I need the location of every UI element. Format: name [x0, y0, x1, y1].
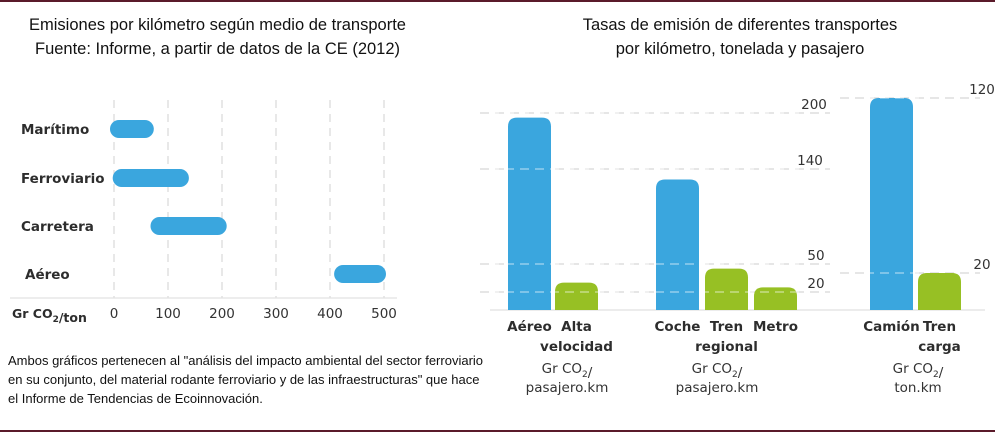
x-tick-label: 500: [371, 306, 397, 322]
bar-label: Camión: [863, 319, 920, 335]
category-label: Aéreo: [25, 267, 70, 283]
left-chart-title: Emisiones por kilómetro según medio de t…: [10, 13, 425, 61]
x-tick-label: 100: [155, 306, 181, 322]
top-border: [0, 0, 995, 2]
right-chart-title-line1: Tasas de emisión de diferentes transport…: [582, 16, 898, 34]
bar: [918, 273, 961, 310]
bar: [555, 282, 598, 310]
bar: [705, 268, 748, 310]
right-chart-title: Tasas de emisión de diferentes transport…: [540, 13, 940, 61]
bar-label-line2: regional: [695, 339, 758, 355]
bottom-border: [0, 430, 995, 432]
x-tick-label: 0: [110, 306, 119, 322]
bar-label: Alta: [561, 319, 592, 335]
bar: [870, 98, 913, 310]
right-chart-subtitle: por kilómetro, tonelada y pasajero: [615, 40, 865, 58]
bar-label: Tren: [923, 319, 956, 335]
range-bar: [150, 217, 227, 235]
footnote: Ambos gráficos pertenecen al "análisis d…: [8, 353, 484, 406]
reference-label: 20: [973, 257, 990, 273]
x-tick-label: 400: [317, 306, 343, 322]
bar-label-line2: velocidad: [540, 339, 613, 355]
x-axis-label: Gr CO2/ton: [12, 306, 87, 325]
reference-label: 20: [807, 276, 824, 292]
reference-overlays: [490, 97, 920, 293]
group-unit-label: Gr CO2/: [542, 361, 593, 381]
left-chart-title-line1: Emisiones por kilómetro según medio de t…: [29, 16, 406, 34]
left-chart: 0 100 200 300 400 500 Gr CO2/ton Marítimo Ferrov…: [10, 100, 397, 325]
reference-label: 50: [807, 248, 824, 264]
bar-label: Aéreo: [507, 319, 552, 335]
group-unit-label-line2: ton.km: [894, 380, 941, 396]
bar-label: Tren: [710, 319, 743, 335]
group-unit-label-line2: pasajero.km: [526, 380, 609, 396]
bar: [754, 287, 797, 310]
range-bar: [334, 265, 386, 283]
group-unit-label: Gr CO2/: [692, 361, 743, 381]
bar-label: Metro: [753, 319, 798, 335]
range-bar: [112, 169, 189, 187]
x-tick-label: 200: [209, 306, 235, 322]
bar-label: Coche: [655, 319, 701, 335]
group-unit-label-line2: pasajero.km: [676, 380, 759, 396]
bar: [508, 117, 551, 311]
reference-label: 120: [969, 82, 995, 98]
left-chart-subtitle: Fuente: Informe, a partir de datos de la…: [34, 40, 401, 58]
reference-label: 140: [797, 153, 823, 169]
reference-label: 200: [801, 97, 827, 113]
group-unit-label: Gr CO2/: [893, 361, 944, 381]
x-tick-label: 300: [263, 306, 289, 322]
bar-label-line2: carga: [918, 339, 961, 355]
bar: [656, 179, 699, 310]
range-bar: [110, 120, 154, 138]
right-chart: Aéreo Alta velocidad Gr CO2/pasajero.km Coch…: [480, 82, 995, 396]
category-label: Ferroviario: [21, 171, 105, 187]
category-label: Marítimo: [21, 122, 89, 138]
category-label: Carretera: [21, 219, 94, 235]
